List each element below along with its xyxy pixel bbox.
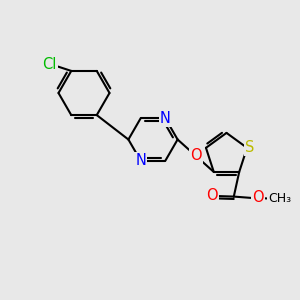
Text: O: O <box>190 148 202 163</box>
Text: N: N <box>135 153 146 168</box>
Text: CH₃: CH₃ <box>268 192 291 205</box>
Text: S: S <box>245 140 254 155</box>
Text: N: N <box>160 111 171 126</box>
Text: O: O <box>206 188 218 203</box>
Text: O: O <box>252 190 264 205</box>
Text: Cl: Cl <box>42 57 56 72</box>
